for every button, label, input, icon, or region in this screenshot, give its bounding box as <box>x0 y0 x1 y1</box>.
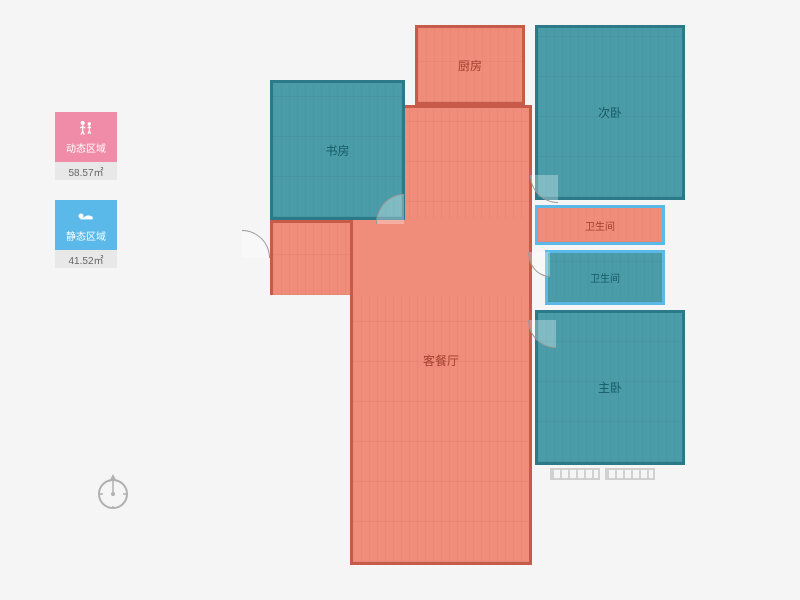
room-bath2-label: 卫生间 <box>590 270 620 285</box>
room-bedroom2-label: 次卧 <box>598 104 622 121</box>
balcony-rail-1 <box>550 468 600 480</box>
door-arc-bedroom1 <box>528 320 556 348</box>
room-bedroom2: 次卧 <box>535 25 685 200</box>
room-bath1-label: 卫生间 <box>585 218 615 233</box>
room-bedroom1-label: 主卧 <box>598 379 622 396</box>
balcony-rail-2 <box>605 468 655 480</box>
compass-icon <box>95 470 131 512</box>
people-icon <box>76 119 96 137</box>
legend-static: 静态区域 41.52㎡ <box>55 200 117 268</box>
room-kitchen: 厨房 <box>415 25 525 105</box>
room-bath2: 卫生间 <box>545 250 665 305</box>
legend-dynamic-value: 58.57㎡ <box>55 162 117 180</box>
seam-cover <box>353 220 529 295</box>
floor-plan: 客餐厅 厨房 书房 次卧 卫生间 卫生间 主卧 <box>260 20 690 580</box>
room-bath1: 卫生间 <box>535 205 665 245</box>
room-bedroom1: 主卧 <box>535 310 685 465</box>
room-living-label: 客餐厅 <box>423 352 459 369</box>
legend-panel: 动态区域 58.57㎡ 静态区域 41.52㎡ <box>55 112 117 288</box>
sleep-icon <box>76 207 96 225</box>
room-kitchen-label: 厨房 <box>458 57 482 74</box>
door-arc-entry <box>242 230 270 258</box>
legend-dynamic-header: 动态区域 <box>55 112 117 162</box>
room-study: 书房 <box>270 80 405 220</box>
legend-static-value: 41.52㎡ <box>55 250 117 268</box>
legend-static-header: 静态区域 <box>55 200 117 250</box>
legend-static-label: 静态区域 <box>66 228 106 243</box>
room-study-label: 书房 <box>325 142 349 159</box>
legend-dynamic: 动态区域 58.57㎡ <box>55 112 117 180</box>
legend-dynamic-label: 动态区域 <box>66 140 106 155</box>
